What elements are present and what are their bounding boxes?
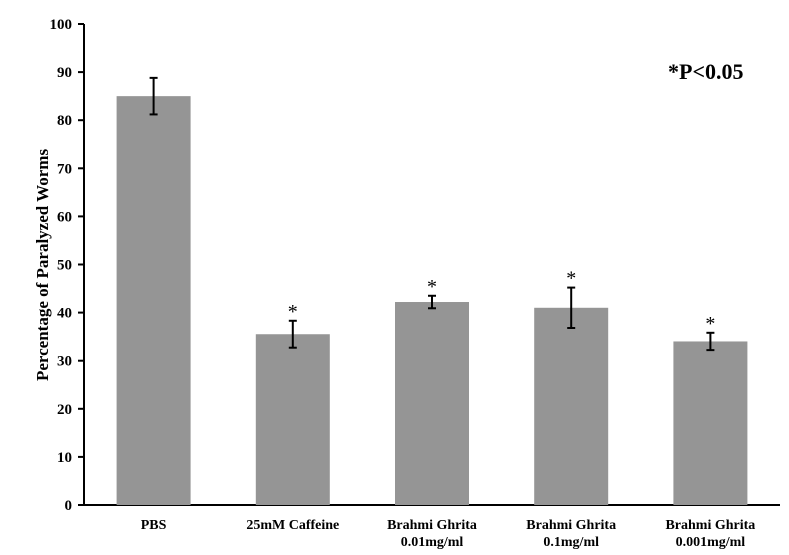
- bar: [117, 96, 191, 505]
- y-tick-label: 10: [57, 450, 72, 466]
- y-tick-label: 0: [65, 498, 73, 514]
- y-tick-label: 80: [57, 113, 72, 129]
- significance-note: *P<0.05: [668, 59, 743, 84]
- x-category-label: 25mM Caffeine: [246, 518, 339, 533]
- y-tick-label: 100: [50, 17, 73, 33]
- x-category-label: Brahmi Ghrita: [387, 518, 477, 533]
- y-tick-label: 40: [57, 306, 72, 322]
- x-category-label: PBS: [141, 518, 167, 533]
- x-category-label: 0.1mg/ml: [543, 535, 599, 550]
- y-tick-label: 50: [57, 258, 72, 274]
- bar: [534, 308, 608, 505]
- x-category-label: Brahmi Ghrita: [526, 518, 616, 533]
- x-category-label: Brahmi Ghrita: [665, 518, 755, 533]
- y-tick-label: 60: [57, 209, 72, 225]
- y-tick-label: 30: [57, 354, 72, 370]
- significance-star: *: [288, 301, 298, 323]
- significance-star: *: [427, 276, 437, 298]
- x-category-label: 0.01mg/ml: [401, 535, 464, 550]
- y-tick-label: 20: [57, 402, 72, 418]
- x-category-label: 0.001mg/ml: [676, 535, 746, 550]
- bar: [673, 341, 747, 505]
- y-axis-title: Percentage of Paralyzed Worms: [33, 149, 52, 381]
- bar: [256, 334, 330, 505]
- significance-star: *: [705, 313, 715, 335]
- significance-markers: * * * *: [288, 268, 716, 335]
- y-axis-ticks: 0 10 20 30 40 50 60 70 80 90 100: [50, 17, 85, 514]
- y-tick-label: 90: [57, 65, 72, 81]
- significance-star: *: [566, 268, 576, 290]
- bar: [395, 302, 469, 505]
- y-tick-label: 70: [57, 161, 72, 177]
- x-axis-labels: PBS 25mM Caffeine Brahmi Ghrita 0.01mg/ml Br…: [141, 518, 756, 550]
